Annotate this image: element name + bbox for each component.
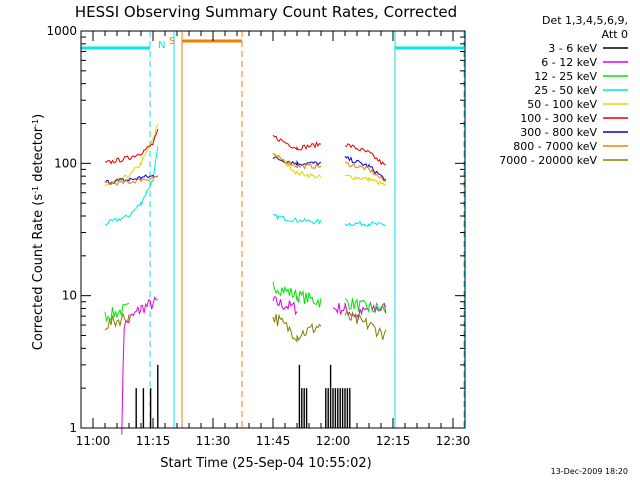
series-line: [104, 175, 159, 187]
legend-label: 7000 - 20000 keV: [499, 154, 597, 167]
x-tick-label: 12:00: [316, 434, 351, 448]
timestamp-footer: 13-Dec-2009 18:20: [551, 467, 628, 476]
legend-label: 6 - 12 keV: [541, 56, 597, 69]
y-tick-label: 1: [69, 421, 77, 435]
series-line: [104, 123, 159, 187]
series-line: [272, 213, 322, 225]
night-flag-label: N: [158, 40, 165, 51]
series-line: [272, 296, 298, 316]
x-tick-label: 12:30: [436, 434, 471, 448]
x-tick-label: 11:00: [76, 434, 111, 448]
legend-label: 3 - 6 keV: [548, 42, 597, 55]
legend-label: 800 - 7000 keV: [513, 140, 597, 153]
observing-intervals: N S: [81, 31, 465, 428]
series-line: [344, 310, 387, 340]
legend-label: 12 - 25 keV: [534, 70, 597, 83]
series-line: [344, 161, 387, 182]
legend-header-line-2: Att 0: [602, 28, 628, 41]
series-line: [104, 312, 130, 331]
legend-label: 100 - 300 keV: [520, 112, 597, 125]
series-7000-20000kev: [104, 310, 387, 343]
chart-title: HESSI Observing Summary Count Rates, Cor…: [75, 3, 457, 21]
series-line: [344, 174, 387, 187]
series-800-7000kev: [104, 153, 387, 187]
plot-frame: [80, 30, 466, 429]
series-6-12kev: [121, 296, 387, 435]
y-axis-label: Corrected Count Rate (s-1 detector-1): [31, 114, 47, 350]
series-line: [104, 146, 159, 226]
series-line: [332, 301, 387, 321]
saa-flag-label: S: [169, 36, 175, 47]
x-axis-label: Start Time (25-Sep-04 10:55:02): [160, 456, 371, 471]
series-line: [344, 220, 387, 227]
series-line: [104, 302, 130, 322]
series-25-50kev: [104, 146, 387, 227]
series-12-25kev: [104, 281, 387, 322]
x-tick-label: 11:45: [256, 434, 291, 448]
legend-label: 50 - 100 keV: [527, 98, 597, 111]
series-line: [344, 298, 387, 314]
series-100-300kev: [104, 128, 386, 166]
series-line: [272, 281, 322, 308]
series-line: [121, 296, 158, 435]
y-tick-label: 10: [62, 289, 77, 303]
x-tick-label: 11:15: [136, 434, 171, 448]
legend-label: 300 - 800 keV: [520, 126, 597, 139]
x-axis: 11:00 11:15 11:30 11:45 12:00 12:15 12:30: [76, 31, 471, 448]
series-line: [272, 153, 322, 170]
series-3-6kev: [135, 364, 351, 428]
y-tick-label: 100: [54, 156, 77, 170]
x-tick-label: 11:30: [196, 434, 231, 448]
series-line: [344, 155, 387, 182]
y-axis: 1 10 100 1000: [46, 24, 465, 435]
series-line: [104, 128, 159, 165]
x-tick-label: 12:15: [376, 434, 411, 448]
legend-label: 25 - 50 keV: [534, 84, 597, 97]
series-line: [272, 156, 322, 167]
series-line: [344, 143, 386, 166]
series-line: [272, 134, 322, 151]
legend-header-line-1: Det 1,3,4,5,6,9,: [542, 14, 628, 27]
y-tick-label: 1000: [46, 24, 77, 38]
series-layer: [104, 123, 387, 435]
series-line: [272, 313, 322, 343]
